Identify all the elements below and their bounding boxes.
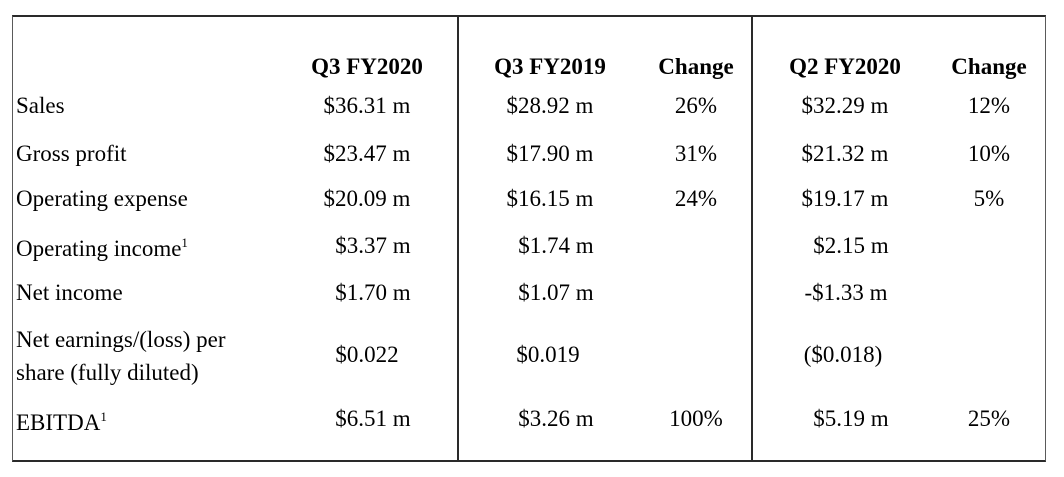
row-label-ebitda: EBITDA1 [16, 410, 107, 434]
footnote-marker: 1 [181, 235, 188, 250]
cell-q3-2019-net-income: $1.07 m [518, 280, 594, 305]
cell-change-qoq-gross-profit: 10% [967, 141, 1011, 166]
cell-q3-2020-net-income: $1.70 m [335, 280, 411, 305]
row-label-eps-line2: share (fully diluted) [16, 360, 199, 385]
cell-q3-2020-sales: $36.31 m [323, 93, 411, 118]
cell-q3-2020-operating-expense: $20.09 m [323, 186, 411, 211]
cell-change-yoy-operating-expense: 24% [674, 186, 718, 211]
row-label-net-income: Net income [16, 280, 123, 305]
cell-change-qoq-ebitda: 25% [967, 406, 1011, 431]
table-frame [12, 15, 1046, 462]
cell-q3-2020-eps: $0.022 [335, 342, 399, 367]
row-label-operating-income-text: Operating income [16, 236, 182, 261]
footnote-marker: 1 [100, 409, 107, 424]
cell-change-yoy-gross-profit: 31% [674, 141, 718, 166]
header-change-yoy: Change [658, 54, 734, 79]
cell-q3-2019-ebitda: $3.26 m [518, 406, 594, 431]
row-label-operating-expense: Operating expense [16, 186, 188, 211]
row-label-gross-profit: Gross profit [16, 141, 127, 166]
cell-q3-2019-sales: $28.92 m [506, 93, 594, 118]
column-divider-1 [457, 15, 459, 462]
row-label-sales: Sales [16, 93, 65, 118]
header-change-qoq: Change [951, 54, 1027, 79]
cell-q2-2020-sales: $32.29 m [801, 93, 889, 118]
cell-q3-2020-operating-income: $3.37 m [335, 233, 411, 258]
column-divider-2 [751, 15, 753, 462]
row-label-eps-line1: Net earnings/(loss) per [16, 327, 226, 352]
cell-q2-2020-ebitda: $5.19 m [813, 406, 889, 431]
cell-change-qoq-sales: 12% [967, 93, 1011, 118]
cell-change-yoy-ebitda: 100% [669, 406, 723, 431]
row-label-ebitda-text: EBITDA [16, 410, 101, 435]
row-label-operating-income: Operating income1 [16, 236, 188, 260]
cell-change-yoy-sales: 26% [674, 93, 718, 118]
cell-q3-2019-gross-profit: $17.90 m [506, 141, 594, 166]
cell-q2-2020-eps: ($0.018) [803, 342, 883, 367]
cell-q3-2019-operating-expense: $16.15 m [506, 186, 594, 211]
cell-q2-2020-net-income: -$1.33 m [804, 280, 888, 305]
cell-q2-2020-operating-expense: $19.17 m [801, 186, 889, 211]
cell-q3-2019-operating-income: $1.74 m [518, 233, 594, 258]
cell-q3-2020-gross-profit: $23.47 m [323, 141, 411, 166]
cell-q3-2019-eps: $0.019 [516, 342, 580, 367]
cell-q2-2020-gross-profit: $21.32 m [801, 141, 889, 166]
header-q3-fy2019: Q3 FY2019 [494, 54, 606, 79]
cell-change-qoq-operating-expense: 5% [973, 186, 1005, 211]
header-q2-fy2020: Q2 FY2020 [789, 54, 901, 79]
cell-q2-2020-operating-income: $2.15 m [813, 233, 889, 258]
cell-q3-2020-ebitda: $6.51 m [335, 406, 411, 431]
header-q3-fy2020: Q3 FY2020 [311, 54, 423, 79]
